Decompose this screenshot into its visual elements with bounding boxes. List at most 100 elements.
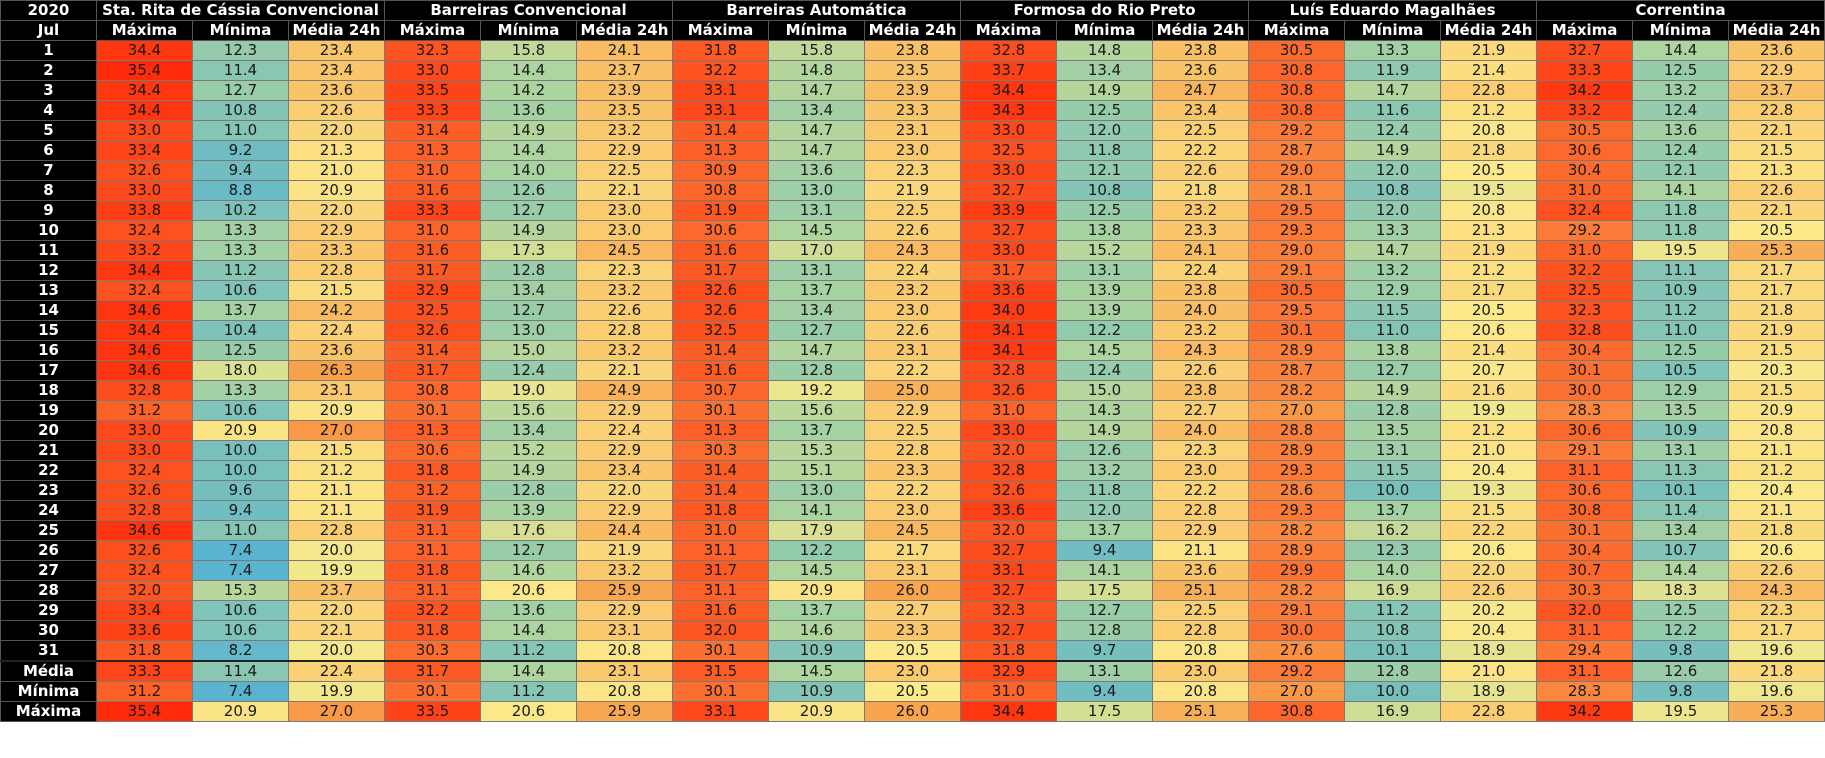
value-cell-max: 30.3 xyxy=(1536,580,1634,601)
value-cell-min: 13.6 xyxy=(480,600,577,621)
value-cell-min: 11.4 xyxy=(1632,500,1730,521)
value-cell-avg: 24.3 xyxy=(1728,580,1825,601)
value-cell-avg: 20.8 xyxy=(1440,120,1538,141)
value-cell-min: 10.1 xyxy=(1344,640,1442,662)
value-cell-avg: 23.7 xyxy=(576,60,673,81)
value-cell-max: 33.0 xyxy=(960,120,1058,141)
value-cell-max: 31.2 xyxy=(96,400,193,421)
value-cell-min: 17.6 xyxy=(480,520,577,541)
value-cell-min: 12.7 xyxy=(480,540,577,561)
value-cell-max: 28.1 xyxy=(1248,180,1346,201)
value-cell-avg: 20.9 xyxy=(288,400,385,421)
value-cell-max: 33.3 xyxy=(384,100,481,121)
value-cell-max: 30.1 xyxy=(384,400,481,421)
value-cell-min: 13.9 xyxy=(480,500,577,521)
value-cell-max: 30.5 xyxy=(1248,40,1346,61)
value-cell-avg: 19.9 xyxy=(288,560,385,581)
value-cell-min: 14.8 xyxy=(768,60,865,81)
value-cell-min: 20.9 xyxy=(768,701,865,722)
value-cell-avg: 22.1 xyxy=(1728,120,1825,141)
value-cell-min: 11.2 xyxy=(480,640,577,662)
value-cell-avg: 19.9 xyxy=(1440,400,1538,421)
value-cell-max: 31.4 xyxy=(672,120,769,141)
value-cell-min: 12.8 xyxy=(768,360,865,381)
value-cell-min: 9.4 xyxy=(192,500,289,521)
value-cell-max: 28.8 xyxy=(1248,420,1346,441)
value-cell-avg: 21.5 xyxy=(1728,140,1825,161)
day-label: 29 xyxy=(0,600,97,621)
value-cell-min: 18.0 xyxy=(192,360,289,381)
value-cell-avg: 21.3 xyxy=(288,140,385,161)
value-cell-max: 32.0 xyxy=(1536,600,1634,621)
value-cell-min: 14.9 xyxy=(480,120,577,141)
value-cell-avg: 21.7 xyxy=(1728,260,1825,281)
value-cell-max: 29.3 xyxy=(1248,220,1346,241)
value-cell-min: 13.1 xyxy=(768,260,865,281)
table-body: 1 34.4 12.3 23.4 32.3 15.8 24.1 31.8 15.8 23.8 32.… xyxy=(0,40,1825,722)
value-cell-avg: 22.8 xyxy=(576,320,673,341)
value-cell-avg: 22.6 xyxy=(1440,580,1538,601)
value-cell-avg: 26.0 xyxy=(863,580,962,601)
value-cell-min: 11.8 xyxy=(1056,140,1154,161)
value-cell-min: 11.0 xyxy=(1632,320,1730,341)
value-cell-max: 29.3 xyxy=(1248,500,1346,521)
value-cell-max: 31.4 xyxy=(384,340,481,361)
value-cell-avg: 22.3 xyxy=(1152,440,1250,461)
value-cell-max: 30.6 xyxy=(1536,420,1634,441)
value-cell-max: 32.0 xyxy=(672,620,769,641)
value-cell-avg: 22.6 xyxy=(576,300,673,321)
value-cell-min: 19.5 xyxy=(1632,701,1730,722)
value-cell-min: 12.7 xyxy=(480,300,577,321)
value-cell-avg: 22.3 xyxy=(576,260,673,281)
col-max-header: Máxima xyxy=(1536,20,1634,41)
col-max-header: Máxima xyxy=(960,20,1058,41)
value-cell-min: 11.0 xyxy=(192,120,289,141)
value-cell-max: 30.8 xyxy=(1248,100,1346,121)
value-cell-min: 12.3 xyxy=(192,40,289,61)
value-cell-max: 31.3 xyxy=(672,420,769,441)
value-cell-min: 14.5 xyxy=(768,660,865,682)
value-cell-max: 32.7 xyxy=(960,580,1058,601)
value-cell-min: 12.0 xyxy=(1056,120,1154,141)
value-cell-min: 12.7 xyxy=(480,200,577,221)
value-cell-avg: 21.0 xyxy=(288,160,385,181)
value-cell-avg: 23.1 xyxy=(576,620,673,641)
value-cell-min: 14.7 xyxy=(768,140,865,161)
value-cell-max: 33.0 xyxy=(960,240,1058,261)
value-cell-avg: 22.8 xyxy=(1440,80,1538,101)
table-row: 3 34.4 12.7 23.6 33.5 14.2 23.9 33.1 14.7 23.9 34.… xyxy=(0,80,1825,101)
table-row: 10 32.4 13.3 22.9 31.0 14.9 23.0 30.6 14.5 22.6 32… xyxy=(0,220,1825,241)
value-cell-avg: 21.4 xyxy=(1440,60,1538,81)
value-cell-avg: 22.7 xyxy=(863,600,962,621)
value-cell-min: 15.8 xyxy=(480,40,577,61)
value-cell-avg: 21.2 xyxy=(288,460,385,481)
value-cell-avg: 22.3 xyxy=(1728,600,1825,621)
table-row: 9 33.8 10.2 22.0 33.3 12.7 23.0 31.9 13.1 22.5 33.… xyxy=(0,200,1825,221)
value-cell-max: 33.1 xyxy=(672,701,769,722)
value-cell-min: 10.0 xyxy=(1344,480,1442,501)
value-cell-avg: 23.1 xyxy=(863,120,962,141)
value-cell-min: 14.7 xyxy=(768,120,865,141)
value-cell-min: 19.5 xyxy=(1632,240,1730,261)
value-cell-avg: 21.9 xyxy=(1440,40,1538,61)
value-cell-max: 30.0 xyxy=(1536,380,1634,401)
value-cell-max: 30.7 xyxy=(1536,560,1634,581)
value-cell-max: 33.0 xyxy=(384,60,481,81)
value-cell-avg: 22.9 xyxy=(576,400,673,421)
col-min-header: Mínima xyxy=(1344,20,1442,41)
value-cell-avg: 21.9 xyxy=(863,180,962,201)
value-cell-avg: 24.0 xyxy=(1152,420,1250,441)
value-cell-avg: 22.9 xyxy=(1152,520,1250,541)
value-cell-max: 32.8 xyxy=(96,500,193,521)
value-cell-max: 31.7 xyxy=(384,660,481,682)
col-min-header: Mínima xyxy=(768,20,865,41)
day-label: 2 xyxy=(0,60,97,81)
value-cell-avg: 22.2 xyxy=(1152,480,1250,501)
value-cell-min: 10.4 xyxy=(192,320,289,341)
value-cell-max: 33.0 xyxy=(96,440,193,461)
value-cell-min: 10.9 xyxy=(768,640,865,662)
day-label: 20 xyxy=(0,420,97,441)
value-cell-max: 29.4 xyxy=(1536,640,1634,662)
value-cell-max: 27.0 xyxy=(1248,681,1346,702)
value-cell-max: 31.4 xyxy=(672,460,769,481)
